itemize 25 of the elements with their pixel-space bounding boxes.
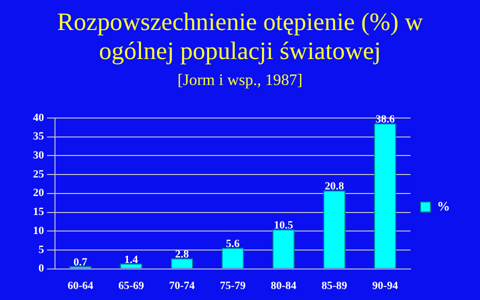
x-tick-label: 85-89 (321, 280, 348, 292)
x-tick-label: 65-69 (118, 280, 145, 292)
legend-label: % (437, 198, 450, 214)
y-tick-label: 20 (33, 187, 44, 200)
y-tick-label: 35 (33, 130, 44, 143)
data-label: 1.4 (124, 254, 139, 266)
x-tick-label: 75-79 (220, 280, 246, 292)
x-tick-label: 60-64 (68, 280, 94, 292)
data-label: 0.7 (74, 256, 88, 269)
y-tick-label: 0 (38, 262, 44, 275)
chart-subtitle: [Jorm i wsp., 1987] (176, 72, 304, 90)
x-tick-label: 70-74 (169, 280, 196, 292)
x-tick-label: 90-94 (372, 280, 398, 292)
y-tick-label: 5 (38, 244, 44, 256)
y-tick-label: 15 (33, 206, 44, 218)
chart-title: Rozpowszechnienie otępienie (%) w ogólnej populacji światowej (56, 8, 424, 66)
y-tick-label: 30 (33, 150, 44, 162)
y-tick-label: 40 (33, 112, 44, 124)
data-label: 5.6 (226, 238, 240, 250)
y-tick-label: 25 (33, 168, 44, 180)
data-label: 20.8 (324, 180, 344, 193)
x-tick-label: 80-84 (270, 280, 297, 292)
data-label: 10.5 (274, 220, 294, 232)
data-label: 2.8 (175, 248, 190, 261)
y-tick-label: 10 (33, 224, 44, 237)
